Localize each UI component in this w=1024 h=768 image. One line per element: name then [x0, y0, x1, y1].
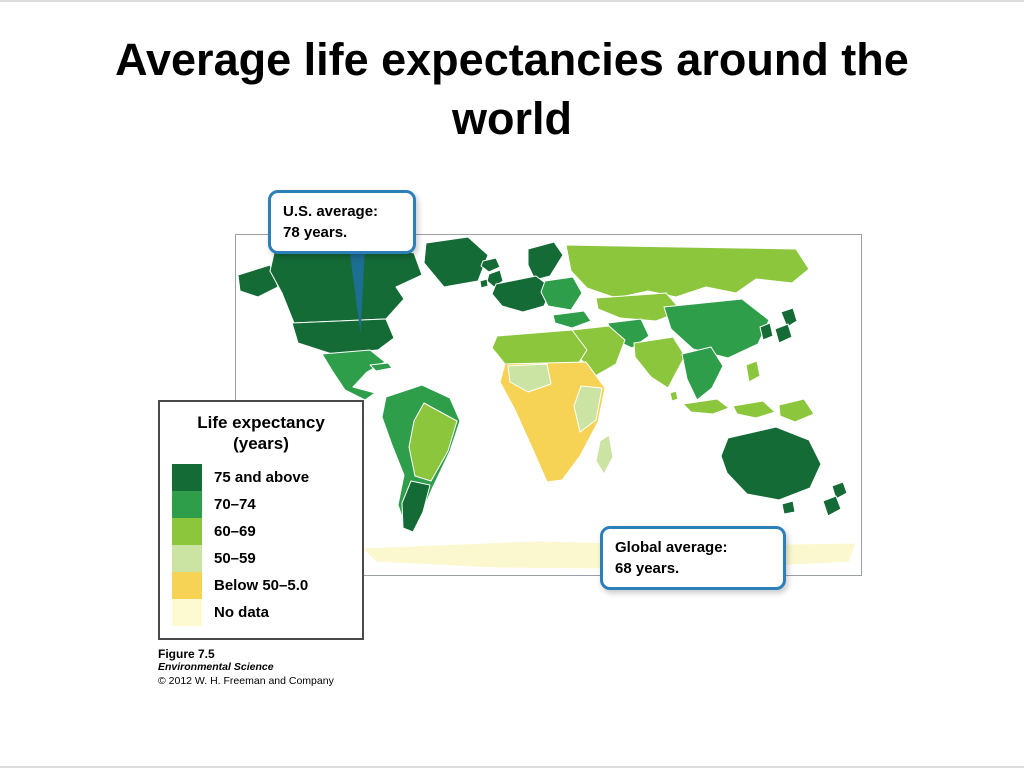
map-region-turkey: [552, 310, 592, 329]
map-region-scandinavia: [527, 241, 564, 281]
map-region-philippines: [745, 360, 761, 383]
map-region-central-asia: [595, 292, 683, 322]
legend-item-below-50: Below 50–5.0: [172, 571, 350, 599]
map-region-southern-cone: [401, 480, 431, 533]
map-region-east-africa-patch: [573, 385, 603, 433]
map-region-sri-lanka: [669, 390, 679, 402]
legend-label-70-74: 70–74: [214, 495, 256, 513]
legend-item-70-74: 70–74: [172, 490, 350, 518]
legend-item-60-69: 60–69: [172, 517, 350, 545]
legend-label-no-data: No data: [214, 603, 270, 621]
map-region-russia: [565, 244, 810, 299]
legend-swatch-75-above: [172, 463, 202, 491]
us-average-line1: U.S. average:: [283, 203, 379, 220]
map-region-caribbean: [369, 362, 393, 372]
map-region-ireland: [479, 278, 489, 289]
map-region-indochina: [681, 346, 724, 401]
copyright-text: © 2012 W. H. Freeman and Company: [158, 675, 334, 687]
map-region-greenland: [423, 236, 489, 288]
map-region-indonesia-west: [682, 398, 730, 415]
map-region-usa: [291, 318, 395, 355]
map-region-indonesia-east: [732, 400, 776, 419]
map-region-china: [663, 298, 770, 359]
map-region-new-zealand-north: [831, 481, 848, 500]
legend-label-60-69: 60–69: [214, 522, 256, 540]
map-region-alaska: [237, 264, 279, 298]
legend-swatch-below-50: [172, 571, 202, 599]
map-region-india: [633, 336, 686, 389]
map-region-japan-south: [774, 323, 793, 344]
us-average-line2: 78 years.: [283, 224, 348, 241]
legend-box: Life expectancy (years) 75 and above 70–…: [158, 400, 364, 640]
map-region-west-africa-patch: [507, 363, 552, 393]
legend-title-line2: (years): [233, 434, 289, 454]
global-average-callout: Global average: 68 years.: [600, 526, 786, 590]
map-region-tasmania: [781, 500, 796, 515]
us-average-callout: U.S. average: 78 years.: [268, 190, 416, 254]
map-region-brazil: [408, 402, 458, 482]
legend-title: Life expectancy (years): [172, 412, 350, 455]
page-title: Average life expectancies around the wor…: [115, 34, 909, 145]
legend-title-line1: Life expectancy: [197, 413, 325, 432]
map-region-korea: [759, 322, 774, 341]
legend-swatch-70-74: [172, 490, 202, 518]
map-region-madagascar: [595, 434, 614, 475]
legend-label-75-above: 75 and above: [214, 468, 310, 486]
map-region-canada: [269, 242, 423, 324]
legend-label-50-59: 50–59: [214, 549, 256, 567]
book-title: Environmental Science: [158, 661, 274, 673]
figure-number: Figure 7.5: [158, 647, 215, 661]
legend-swatch-no-data: [172, 598, 202, 626]
map-region-mexico-central-america: [321, 349, 386, 401]
global-average-line1: Global average:: [615, 539, 728, 556]
map-region-eastern-europe: [540, 276, 583, 311]
legend-swatch-50-59: [172, 544, 202, 572]
global-average-line2: 68 years.: [615, 560, 680, 577]
map-region-new-zealand-south: [822, 495, 842, 517]
map-region-new-guinea: [778, 398, 815, 423]
legend-label-below-50: Below 50–5.0: [214, 576, 309, 594]
figure-caption: Figure 7.5 Environmental Science © 2012 …: [158, 647, 334, 687]
map-region-iceland: [480, 257, 501, 273]
legend-item-75-above: 75 and above: [172, 463, 350, 491]
legend-item-50-59: 50–59: [172, 544, 350, 572]
map-region-japan-north: [780, 307, 798, 328]
map-region-western-europe: [491, 275, 553, 313]
map-region-australia: [720, 426, 822, 501]
legend-item-no-data: No data: [172, 598, 350, 626]
legend-swatch-60-69: [172, 517, 202, 545]
